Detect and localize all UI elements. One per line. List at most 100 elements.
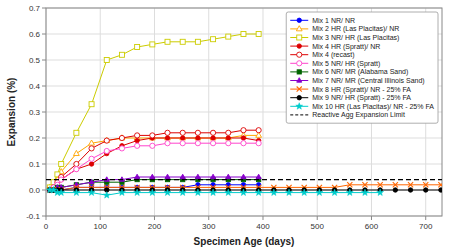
x-tick [262, 216, 263, 220]
data-point [256, 32, 261, 37]
x-tick-label: 500 [311, 222, 325, 231]
data-point [301, 189, 308, 196]
data-point [241, 136, 245, 140]
legend-item: Mix 2 HR (Las Placitas)/ NR [290, 25, 399, 33]
legend-marker [297, 96, 301, 100]
y-tick-label: 0.6 [29, 30, 41, 39]
data-point [393, 182, 398, 187]
data-point [119, 189, 126, 196]
legend-label: Mix 9 NR/ HR (Spratt) - 25% FA [312, 94, 411, 102]
legend-label: Mix 6 NR/ MR (Alabama Sand) [312, 68, 408, 76]
data-point [195, 141, 200, 146]
series [47, 141, 261, 193]
data-point [256, 141, 261, 146]
data-point [256, 174, 261, 178]
data-point [165, 136, 169, 140]
series-line [50, 143, 259, 190]
series [46, 179, 442, 180]
data-point [438, 182, 442, 187]
legend-item: Mix 3 NR/ HR (Las Placitas) [290, 34, 399, 42]
y-tick [42, 112, 46, 113]
data-point [59, 162, 64, 167]
series [46, 186, 383, 198]
data-point [210, 130, 215, 135]
legend-marker [297, 35, 302, 40]
legend-item: Mix 6 NR/ MR (Alabama Sand) [290, 68, 408, 76]
data-point [180, 39, 185, 44]
legend-label: Mix 5 NR/ HR (Spratt) [312, 60, 380, 68]
y-tick [42, 138, 46, 139]
data-point [89, 180, 93, 184]
x-tick-label: 0 [44, 222, 49, 231]
data-point [241, 141, 246, 146]
y-tick-label: 0.5 [29, 56, 41, 65]
data-point [378, 182, 383, 187]
data-point [74, 167, 78, 171]
data-point [103, 192, 110, 199]
legend-item: Mix 4 HR (Spratt)/ NR [290, 43, 380, 51]
data-point [347, 182, 352, 187]
data-point [226, 136, 230, 140]
data-point [194, 189, 201, 196]
legend-item: Mix 8 HR (Spratt)/ NR - 25% FA [290, 86, 411, 94]
legend-marker [297, 18, 301, 22]
data-point [241, 128, 246, 133]
data-point [73, 189, 80, 196]
legend-item: Mix 5 NR/ HR (Spratt) [290, 60, 380, 68]
y-tick-label: 0.7 [29, 4, 41, 13]
legend-item: Mix 4 (recast) [290, 51, 354, 59]
legend-label: Mix 10 HR (Las Placitas)/ NR - 25% FA [312, 103, 434, 111]
legend-label: Mix 7 NR/ MR (Central Illinois Sand) [312, 77, 424, 85]
data-point [286, 189, 293, 196]
legend-marker [297, 87, 302, 92]
legend-label: Mix 2 HR (Las Placitas)/ NR [312, 25, 399, 33]
y-tick-label: 0.1 [29, 160, 41, 169]
data-point [74, 161, 79, 166]
data-point [165, 130, 170, 135]
data-point [164, 189, 171, 196]
data-point [331, 189, 338, 196]
data-point [165, 174, 170, 178]
y-tick [42, 60, 46, 61]
grid-line [46, 164, 442, 165]
x-tick-label: 400 [256, 222, 270, 231]
legend-label: Mix 4 HR (Spratt)/ NR [312, 43, 380, 51]
y-tick-label: 0.3 [29, 108, 41, 117]
data-point [270, 189, 277, 196]
series [48, 136, 261, 192]
legend-label: Mix 4 (recast) [312, 51, 354, 59]
x-tick [371, 216, 372, 220]
y-tick [42, 86, 46, 87]
x-tick [317, 216, 318, 220]
y-tick [42, 190, 46, 191]
legend-item: Mix 10 HR (Las Placitas)/ NR - 25% FA [290, 103, 434, 111]
y-tick-label: 0.2 [29, 134, 41, 143]
data-point [226, 174, 231, 178]
legend-label: Mix 3 NR/ HR (Las Placitas) [312, 34, 399, 42]
data-point [180, 141, 185, 146]
data-point [377, 189, 384, 196]
legend-swatch [290, 114, 308, 115]
data-point [134, 189, 141, 196]
data-point [119, 146, 124, 151]
data-point [196, 136, 200, 140]
series [47, 182, 442, 192]
legend-item: Mix 1 NR/ NR [290, 17, 355, 24]
data-point [135, 45, 140, 50]
legend-marker [296, 103, 303, 110]
data-point [104, 148, 109, 153]
x-tick-label: 100 [94, 222, 108, 231]
data-point [408, 182, 413, 187]
data-point [89, 162, 93, 166]
data-point [256, 128, 261, 133]
series-line [50, 190, 380, 195]
data-point [195, 174, 200, 178]
x-tick-label: 700 [419, 222, 433, 231]
data-point [150, 42, 155, 47]
data-point [89, 102, 94, 107]
data-point [104, 137, 110, 142]
data-point [210, 189, 217, 196]
x-axis-label: Specimen Age (days) [194, 236, 295, 247]
legend-item: Reactive Agg Expansion Limit [290, 111, 405, 119]
legend-item: Mix 9 NR/ HR (Spratt) - 25% FA [290, 94, 411, 102]
